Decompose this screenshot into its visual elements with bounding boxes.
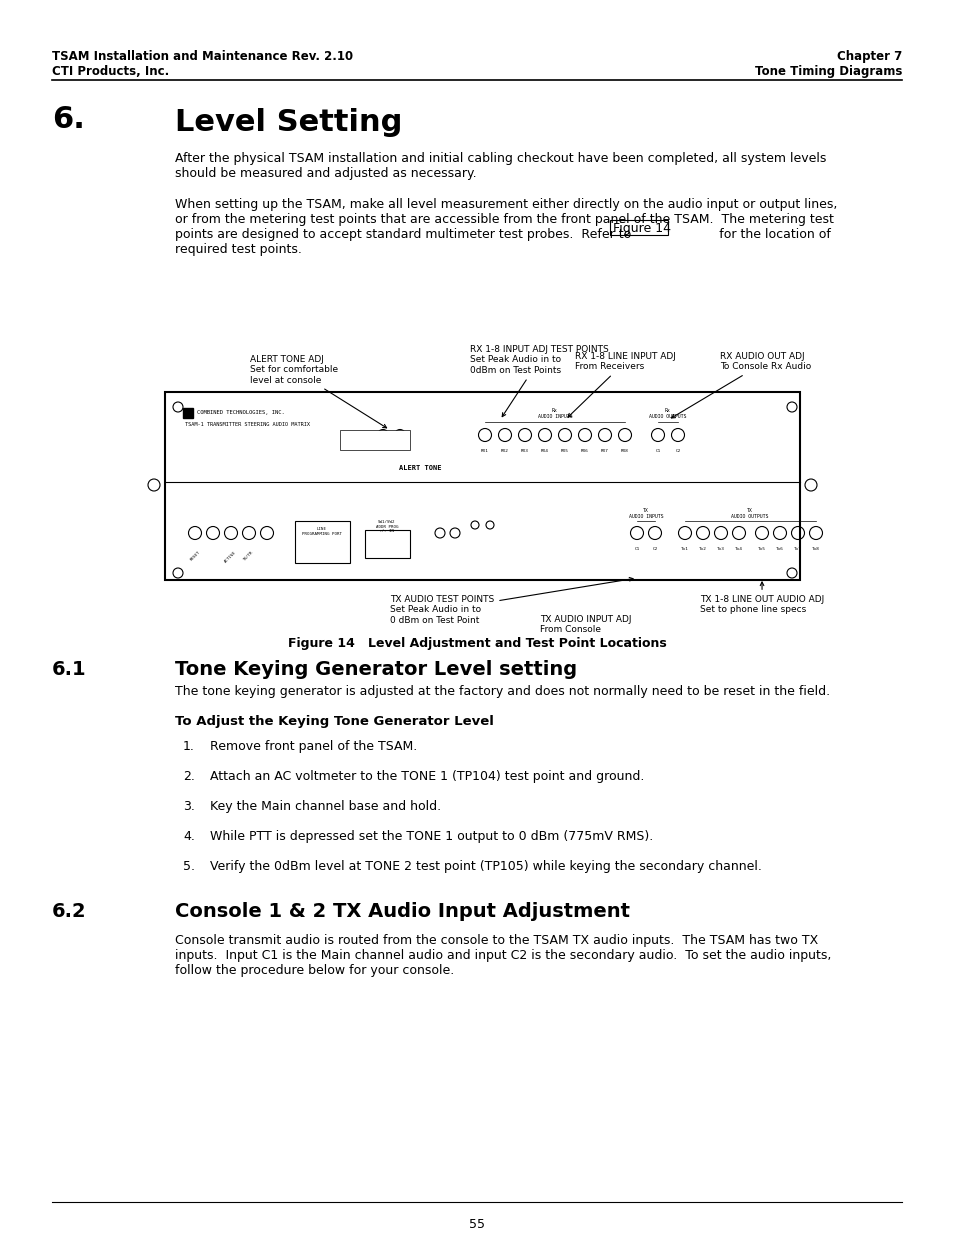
Text: Tx7: Tx7 <box>793 547 801 551</box>
Text: C2: C2 <box>675 450 679 453</box>
Text: TX AUDIO TEST POINTS
Set Peak Audio in to
0 dBm on Test Point: TX AUDIO TEST POINTS Set Peak Audio in t… <box>390 578 633 625</box>
Text: 1.: 1. <box>183 740 194 753</box>
Text: RX6: RX6 <box>580 450 588 453</box>
Text: TSAM Installation and Maintenance Rev. 2.10: TSAM Installation and Maintenance Rev. 2… <box>52 49 353 63</box>
Text: RX AUDIO OUT ADJ
To Console Rx Audio: RX AUDIO OUT ADJ To Console Rx Audio <box>671 352 810 417</box>
Text: AUDIO INPUTS: AUDIO INPUTS <box>537 414 572 419</box>
Text: Tx1: Tx1 <box>680 547 688 551</box>
Bar <box>183 408 193 417</box>
Text: ALERT TONE ADJ
Set for comfortable
level at console: ALERT TONE ADJ Set for comfortable level… <box>250 354 386 427</box>
Text: Tx6: Tx6 <box>775 547 783 551</box>
Text: Tx8: Tx8 <box>811 547 819 551</box>
Text: TX 1-8 LINE OUT AUDIO ADJ
Set to phone line specs: TX 1-8 LINE OUT AUDIO ADJ Set to phone l… <box>700 582 823 614</box>
Text: While PTT is depressed set the TONE 1 output to 0 dBm (775mV RMS).: While PTT is depressed set the TONE 1 ou… <box>210 830 653 844</box>
Bar <box>609 220 667 235</box>
Text: RX2: RX2 <box>500 450 508 453</box>
Text: Tone Keying Generator Level setting: Tone Keying Generator Level setting <box>174 659 577 679</box>
Text: RX 1-8 INPUT ADJ TEST POINTS
Set Peak Audio in to
0dBm on Test Points: RX 1-8 INPUT ADJ TEST POINTS Set Peak Au… <box>470 345 608 416</box>
Text: TX/TR: TX/TR <box>243 550 254 562</box>
Text: 55: 55 <box>469 1218 484 1231</box>
Text: ALERT TONE: ALERT TONE <box>398 466 441 471</box>
Text: 3.: 3. <box>183 800 194 813</box>
Text: TX: TX <box>642 508 648 513</box>
Text: 5.: 5. <box>183 860 194 873</box>
Text: RX3: RX3 <box>520 450 528 453</box>
Text: Figure 14   Level Adjustment and Test Point Locations: Figure 14 Level Adjustment and Test Poin… <box>287 637 666 650</box>
Text: Console transmit audio is routed from the console to the TSAM TX audio inputs.  : Console transmit audio is routed from th… <box>174 934 830 977</box>
Text: Tone Timing Diagrams: Tone Timing Diagrams <box>754 65 901 78</box>
Text: Verify the 0dBm level at TONE 2 test point (TP105) while keying the secondary ch: Verify the 0dBm level at TONE 2 test poi… <box>210 860 761 873</box>
Text: 6.: 6. <box>52 105 85 135</box>
Text: LINE
PROGRAMMING PORT: LINE PROGRAMMING PORT <box>302 527 341 536</box>
Text: Console 1 & 2 TX Audio Input Adjustment: Console 1 & 2 TX Audio Input Adjustment <box>174 902 629 921</box>
Bar <box>365 530 410 558</box>
Bar <box>294 521 350 563</box>
Text: 6.2: 6.2 <box>52 902 87 921</box>
Text: AUDIO OUTPUTS: AUDIO OUTPUTS <box>649 414 686 419</box>
Text: Remove front panel of the TSAM.: Remove front panel of the TSAM. <box>210 740 416 753</box>
Text: C1: C1 <box>655 450 659 453</box>
Text: Figure 14: Figure 14 <box>613 222 670 235</box>
Text: C2: C2 <box>652 547 657 551</box>
Text: CTI Products, Inc.: CTI Products, Inc. <box>52 65 169 78</box>
Text: TX: TX <box>746 508 752 513</box>
Text: Key the Main channel base and hold.: Key the Main channel base and hold. <box>210 800 440 813</box>
Text: Level Setting: Level Setting <box>174 107 402 137</box>
Text: ACTIVE: ACTIVE <box>224 550 237 563</box>
Text: Tx3: Tx3 <box>717 547 724 551</box>
Text: TX AUDIO INPUT ADJ
From Console: TX AUDIO INPUT ADJ From Console <box>539 615 631 635</box>
Text: Tx4: Tx4 <box>735 547 742 551</box>
Text: RX8: RX8 <box>620 450 628 453</box>
Text: 4.: 4. <box>183 830 194 844</box>
Text: Chapter 7: Chapter 7 <box>836 49 901 63</box>
Text: Tx2: Tx2 <box>699 547 706 551</box>
Text: C1: C1 <box>634 547 639 551</box>
Text: Attach an AC voltmeter to the TONE 1 (TP104) test point and ground.: Attach an AC voltmeter to the TONE 1 (TP… <box>210 769 643 783</box>
Text: After the physical TSAM installation and initial cabling checkout have been comp: After the physical TSAM installation and… <box>174 152 825 180</box>
Bar <box>339 430 410 450</box>
Text: RX1: RX1 <box>480 450 489 453</box>
Text: SW1/SW2
ADDR PROG
+/- IN: SW1/SW2 ADDR PROG +/- IN <box>375 520 397 534</box>
Text: The tone keying generator is adjusted at the factory and does not normally need : The tone keying generator is adjusted at… <box>174 685 829 698</box>
Bar <box>165 391 800 580</box>
Text: RX 1-8 LINE INPUT ADJ
From Receivers: RX 1-8 LINE INPUT ADJ From Receivers <box>567 352 675 417</box>
Text: COMBINED TECHNOLOGIES, INC.: COMBINED TECHNOLOGIES, INC. <box>196 410 284 415</box>
Text: AUDIO OUTPUTS: AUDIO OUTPUTS <box>731 514 768 519</box>
Text: Rx: Rx <box>552 408 558 412</box>
Text: Rx: Rx <box>664 408 670 412</box>
Text: AUDIO INPUTS: AUDIO INPUTS <box>628 514 662 519</box>
Text: To Adjust the Keying Tone Generator Level: To Adjust the Keying Tone Generator Leve… <box>174 715 494 727</box>
Text: RX7: RX7 <box>600 450 608 453</box>
Text: Tx5: Tx5 <box>758 547 765 551</box>
Text: 6.1: 6.1 <box>52 659 87 679</box>
Text: RESET: RESET <box>189 550 201 562</box>
Text: 2.: 2. <box>183 769 194 783</box>
Text: TSAM-1 TRANSMITTER STEERING AUDIO MATRIX: TSAM-1 TRANSMITTER STEERING AUDIO MATRIX <box>185 422 310 427</box>
Text: RX4: RX4 <box>540 450 548 453</box>
Text: RX5: RX5 <box>560 450 568 453</box>
Text: When setting up the TSAM, make all level measurement either directly on the audi: When setting up the TSAM, make all level… <box>174 198 837 256</box>
